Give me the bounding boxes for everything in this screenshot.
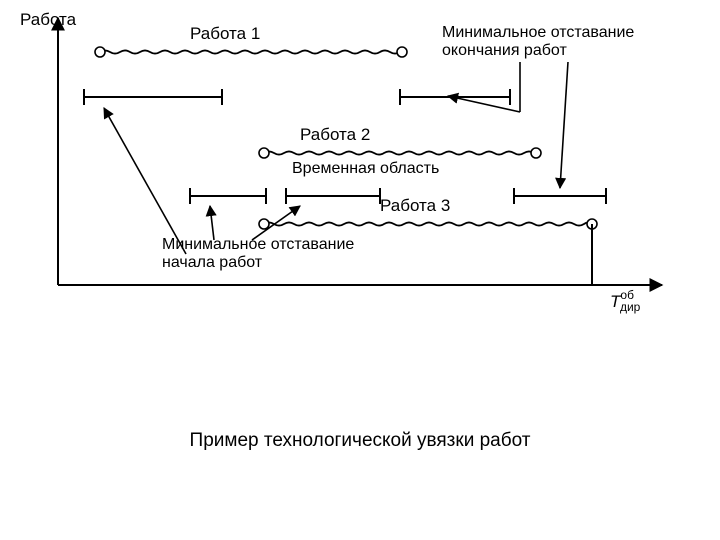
- x-axis-label: Tобдир: [610, 292, 640, 312]
- work2-label: Работа 2: [300, 125, 370, 145]
- min-lag-end-label: Минимальное отставаниеокончания работ: [442, 24, 634, 61]
- work3-line: [264, 222, 592, 225]
- work2-line: [264, 151, 536, 154]
- diagram-canvas: [0, 0, 720, 540]
- work1-line: [100, 50, 402, 53]
- work1-label: Работа 1: [190, 24, 260, 44]
- figure-caption: Пример технологической увязки работ: [0, 430, 720, 452]
- min-lag-start-arrow-0: [104, 108, 186, 254]
- min-lag-end-arrow-1: [560, 62, 568, 188]
- work3-label: Работа 3: [380, 196, 450, 216]
- work3-start-marker: [259, 219, 269, 229]
- min-lag-start-arrow-1: [210, 206, 214, 240]
- work1-start-marker: [95, 47, 105, 57]
- work2-start-marker: [259, 148, 269, 158]
- work1-end-marker: [397, 47, 407, 57]
- temp-region-label: Временная область: [292, 160, 439, 178]
- y-axis-label: Работа: [20, 10, 76, 30]
- min-lag-start-label: Минимальное отставаниеначала работ: [162, 236, 354, 273]
- work2-end-marker: [531, 148, 541, 158]
